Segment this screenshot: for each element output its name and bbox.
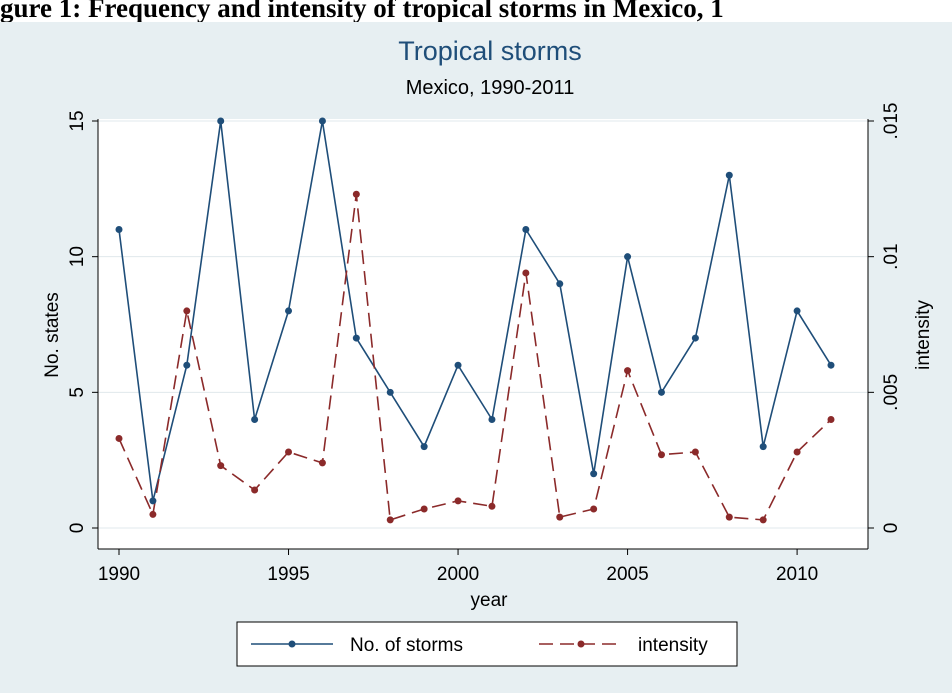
x-tick-label-1995: 1995 [267, 564, 309, 585]
data-point-intensity-1998 [386, 516, 394, 524]
data-point-storms-2011 [827, 361, 835, 369]
data-point-storms-2004 [590, 470, 598, 478]
legend-marker-intensity [577, 640, 585, 648]
line-chart: 1990 1995 2000 2005 2010 0 5 10 15 0 .005 .01 .015… [0, 22, 952, 693]
data-point-storms-2008 [725, 171, 733, 179]
x-axis-label: year [471, 590, 509, 611]
data-point-storms-2006 [657, 388, 665, 396]
y-tick-label-0: 0 [67, 523, 88, 534]
data-point-storms-1998 [386, 388, 394, 396]
data-point-storms-2002 [522, 226, 530, 234]
series-lines [118, 120, 832, 521]
y2-tick-label-0: 0 [881, 523, 902, 534]
data-point-intensity-1991 [149, 510, 157, 518]
y2-ticks: 0 .005 .01 .015 [868, 103, 902, 534]
data-point-storms-1995 [285, 307, 293, 315]
y-tick-label-10: 10 [67, 246, 88, 267]
legend-label-intensity: intensity [638, 635, 708, 656]
y-ticks: 0 5 10 15 [67, 110, 98, 533]
chart-subtitle: Mexico, 1990-2011 [406, 77, 575, 99]
data-point-intensity-1994 [251, 486, 259, 494]
legend-marker-storms [288, 640, 296, 648]
x-tick-label-1990: 1990 [98, 564, 140, 585]
data-point-storms-2007 [691, 334, 699, 342]
x-tick-label-2000: 2000 [437, 564, 479, 585]
data-point-intensity-2000 [454, 497, 462, 505]
data-point-intensity-2011 [827, 415, 835, 423]
chart-title: Tropical storms [398, 36, 582, 66]
data-point-storms-1993 [217, 117, 225, 125]
data-point-storms-2003 [556, 280, 564, 288]
data-point-intensity-1990 [115, 434, 123, 442]
data-point-storms-1994 [251, 415, 259, 423]
data-point-intensity-1997 [352, 190, 360, 198]
data-point-storms-2009 [759, 443, 767, 451]
data-point-intensity-2002 [522, 269, 530, 277]
gridlines [98, 120, 868, 529]
legend: No. of storms intensity [236, 621, 738, 667]
y-axis-label: No. states [42, 292, 63, 378]
x-ticks: 1990 1995 2000 2005 2010 [98, 549, 818, 585]
data-point-storms-1997 [352, 334, 360, 342]
data-point-storms-2001 [488, 415, 496, 423]
data-point-storms-2000 [454, 361, 462, 369]
y2-tick-label-.015: .015 [881, 103, 902, 140]
data-point-intensity-2008 [725, 513, 733, 521]
data-point-intensity-2009 [759, 516, 767, 524]
data-point-intensity-2006 [657, 451, 665, 459]
legend-item-intensity: intensity [539, 635, 708, 656]
data-point-intensity-1995 [285, 448, 293, 456]
y-tick-label-5: 5 [67, 387, 88, 398]
data-point-storms-1991 [149, 497, 157, 505]
legend-label-storms: No. of storms [350, 635, 463, 656]
y2-tick-label-.01: .01 [881, 243, 902, 269]
y-tick-label-15: 15 [67, 110, 88, 131]
data-point-storms-2005 [624, 253, 632, 261]
data-point-storms-2010 [793, 307, 801, 315]
series-line-intensity [118, 194, 832, 521]
data-point-storms-1992 [183, 361, 191, 369]
data-point-intensity-2007 [691, 448, 699, 456]
data-point-intensity-1996 [318, 459, 326, 467]
y2-tick-label-.005: .005 [881, 374, 902, 411]
data-point-intensity-2005 [624, 367, 632, 375]
data-point-storms-1996 [318, 117, 326, 125]
y2-axis-label: intensity [913, 300, 934, 370]
data-point-intensity-1999 [420, 505, 428, 513]
data-point-intensity-2004 [590, 505, 598, 513]
data-point-intensity-2010 [793, 448, 801, 456]
data-point-storms-1999 [420, 443, 428, 451]
data-point-intensity-2001 [488, 502, 496, 510]
data-point-intensity-2003 [556, 513, 564, 521]
x-tick-label-2010: 2010 [776, 564, 818, 585]
series-line-storms [118, 120, 832, 502]
data-point-intensity-1993 [217, 462, 225, 470]
x-tick-label-2005: 2005 [606, 564, 648, 585]
data-point-storms-1990 [115, 226, 123, 234]
chart-frame: 1990 1995 2000 2005 2010 0 5 10 15 0 .005 .01 .015… [0, 22, 952, 693]
page-heading: gure 1: Frequency and intensity of tropi… [0, 0, 724, 23]
series-points [115, 117, 835, 524]
plot-area [98, 119, 868, 549]
legend-item-storms: No. of storms [251, 635, 463, 656]
data-point-intensity-1992 [183, 307, 191, 315]
